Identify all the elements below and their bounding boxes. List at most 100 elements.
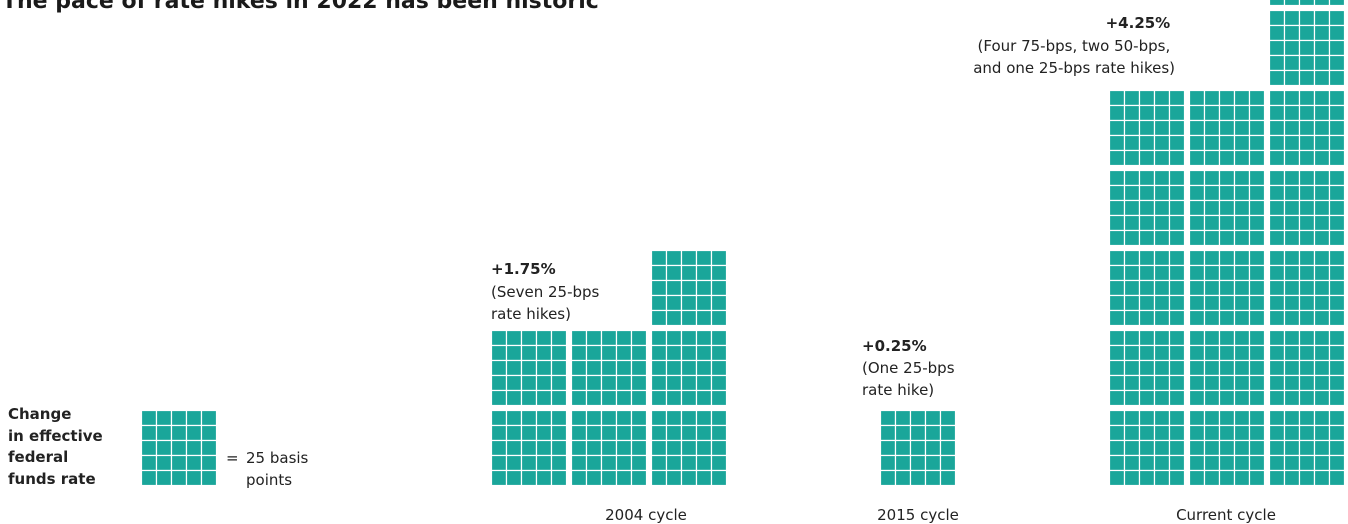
waffle-cell — [1268, 424, 1286, 442]
annotation-2015: +0.25% (One 25-bps rate hike) — [862, 337, 959, 399]
waffle-cell — [585, 454, 603, 472]
waffle-cell — [1283, 309, 1301, 327]
waffle-cell — [1233, 149, 1251, 167]
waffle-cell — [1283, 249, 1301, 267]
waffle-cell — [1153, 184, 1171, 202]
waffle-cell — [490, 374, 508, 392]
waffle-block — [1268, 169, 1346, 247]
waffle-block — [1108, 409, 1186, 487]
waffle-cell — [1153, 214, 1171, 232]
waffle-cell — [535, 469, 553, 487]
waffle-cell — [1138, 439, 1156, 457]
waffle-cell — [505, 409, 523, 427]
waffle-cell — [1298, 424, 1316, 442]
waffle-cell — [1188, 199, 1206, 217]
waffle-cell — [1108, 134, 1126, 152]
waffle-cell — [1313, 214, 1331, 232]
waffle-cell — [1313, 279, 1331, 297]
waffle-cell — [1108, 264, 1126, 282]
waffle-cell — [1268, 249, 1286, 267]
waffle-cell — [879, 454, 897, 472]
waffle-cell — [570, 469, 588, 487]
waffle-cell — [1138, 104, 1156, 122]
category-label-2004: 2004 cycle — [605, 506, 687, 524]
waffle-cell — [1313, 24, 1331, 42]
annotation-value: +0.25% — [862, 337, 927, 355]
waffle-cell — [665, 264, 683, 282]
waffle-cell — [1218, 329, 1236, 347]
waffle-cell — [665, 454, 683, 472]
waffle-cell — [924, 424, 942, 442]
waffle-cell — [140, 439, 158, 457]
waffle-cell — [1123, 264, 1141, 282]
waffle-cell — [1168, 294, 1186, 312]
waffle-block — [650, 249, 728, 327]
waffle-cell — [650, 344, 668, 362]
waffle-cell — [1268, 229, 1286, 247]
waffle-cell — [1153, 149, 1171, 167]
waffle-cell — [710, 389, 728, 407]
waffle-cell — [650, 264, 668, 282]
waffle-cell — [1268, 279, 1286, 297]
waffle-cell — [1108, 424, 1126, 442]
waffle-cell — [1168, 119, 1186, 137]
waffle-cell — [615, 374, 633, 392]
waffle-cell — [1268, 149, 1286, 167]
annotation-value: +1.75% — [491, 260, 556, 278]
waffle-cell — [630, 439, 648, 457]
waffle-cell — [200, 439, 218, 457]
waffle-cell — [680, 264, 698, 282]
waffle-cell — [615, 344, 633, 362]
waffle-cell — [665, 359, 683, 377]
annotation-note: rate hikes) — [491, 305, 571, 323]
waffle-cell — [535, 329, 553, 347]
waffle-cell — [680, 309, 698, 327]
waffle-cell — [600, 424, 618, 442]
annotation-note: (Four 75-bps, two 50-bps, — [978, 37, 1171, 55]
waffle-cell — [1313, 149, 1331, 167]
waffle-cell — [1233, 409, 1251, 427]
waffle-cell — [140, 409, 158, 427]
waffle-cell — [1328, 104, 1346, 122]
waffle-cell — [490, 469, 508, 487]
waffle-cell — [1298, 264, 1316, 282]
waffle-cell — [1233, 104, 1251, 122]
waffle-cell — [1218, 344, 1236, 362]
waffle-cell — [1168, 454, 1186, 472]
legend-label-line: federal — [8, 448, 68, 466]
waffle-cell — [1233, 359, 1251, 377]
waffle-cell — [1248, 279, 1266, 297]
waffle-cell — [1298, 454, 1316, 472]
waffle-cell — [1328, 89, 1346, 107]
waffle-cell — [909, 409, 927, 427]
waffle-cell — [1313, 469, 1331, 487]
waffle-cell — [505, 469, 523, 487]
waffle-cell — [1218, 309, 1236, 327]
waffle-cell — [1268, 119, 1286, 137]
waffle-cell — [1138, 344, 1156, 362]
waffle-cell — [1268, 329, 1286, 347]
waffle-cell — [1123, 409, 1141, 427]
waffle-cell — [1233, 119, 1251, 137]
legend-label-line: funds rate — [8, 470, 96, 488]
waffle-cell — [1248, 134, 1266, 152]
waffle-cell — [155, 424, 173, 442]
waffle-cell — [1268, 169, 1286, 187]
waffle-cell — [1248, 119, 1266, 137]
waffle-cell — [1138, 134, 1156, 152]
waffle-cell — [1203, 229, 1221, 247]
waffle-cell — [1138, 424, 1156, 442]
waffle-cell — [939, 439, 957, 457]
waffle-cell — [710, 469, 728, 487]
waffle-cell — [630, 469, 648, 487]
waffle-cell — [1203, 409, 1221, 427]
waffle-cell — [1268, 0, 1286, 7]
waffle-cell — [520, 424, 538, 442]
waffle-cell — [550, 329, 568, 347]
waffle-cell — [535, 439, 553, 457]
waffle-cell — [695, 409, 713, 427]
waffle-cell — [1188, 374, 1206, 392]
waffle-cell — [550, 374, 568, 392]
waffle-cell — [1123, 389, 1141, 407]
waffle-cell — [1313, 39, 1331, 57]
